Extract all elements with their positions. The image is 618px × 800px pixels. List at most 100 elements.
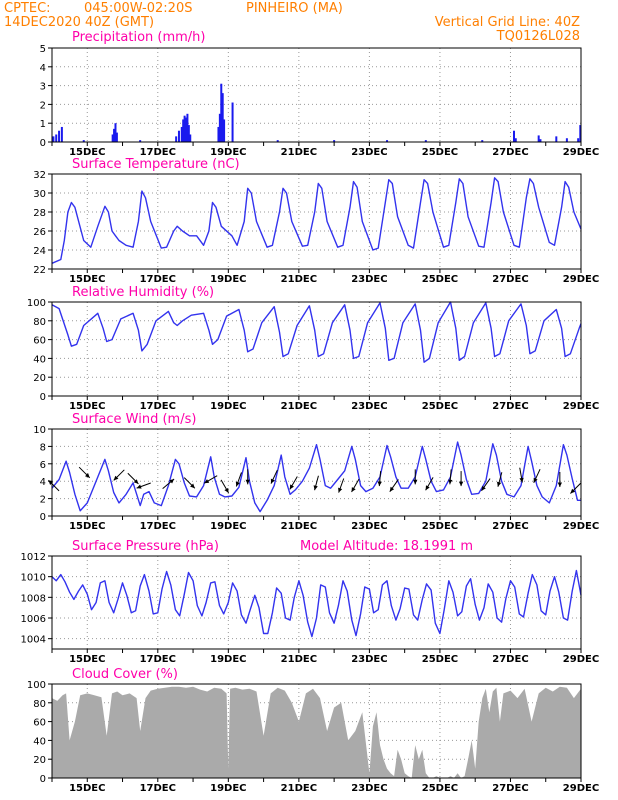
wind-arrow-head <box>270 478 275 484</box>
wind-arrow-head <box>224 487 229 493</box>
precip-bar <box>565 138 568 142</box>
cloud-ytick-label: 100 <box>27 680 46 691</box>
cloud-ytick-label: 0 <box>40 774 46 785</box>
wind-arrow <box>458 471 464 487</box>
temp-xtick-label: 19DEC <box>210 274 246 285</box>
wind-arrow-head <box>351 487 356 492</box>
rh-xtick-label: 19DEC <box>210 401 246 412</box>
pressure-xtick-label: 15DEC <box>69 654 105 665</box>
wind-xtick-label: 25DEC <box>422 521 458 532</box>
wind-arrow <box>78 466 91 479</box>
rh-xtick-label: 17DEC <box>140 401 176 412</box>
wind-xtick-label: 29DEC <box>563 521 599 532</box>
wind-arrow-head <box>448 479 453 485</box>
temp-ytick-label: 24 <box>33 246 46 257</box>
cloud-ytick-label: 40 <box>33 736 46 747</box>
pressure-frame <box>51 555 582 650</box>
pressure-ytick-label: 1012 <box>21 552 46 563</box>
cloud-xtick-label: 23DEC <box>351 783 387 794</box>
wind-arrow-head <box>289 484 294 490</box>
wind-arrow-head <box>204 479 210 484</box>
wind-arrow <box>425 477 434 491</box>
wind-arrow <box>519 467 524 483</box>
wind-arrow <box>377 471 382 487</box>
cloud-ytick-label: 60 <box>33 718 46 729</box>
precip-xtick-label: 29DEC <box>563 147 599 158</box>
precip-bar <box>223 119 226 142</box>
precip-bar <box>111 134 114 142</box>
precip-xtick-label: 23DEC <box>351 147 387 158</box>
precip-bar <box>186 113 189 142</box>
wind-ytick-label: 8 <box>40 442 46 453</box>
panels: Precipitation (mm/h) 0 1 2 3 4 5 15DEC 17DEC 19DE… <box>21 30 600 794</box>
temp-ytick-label: 28 <box>33 208 46 219</box>
cloud-xtick-label: 19DEC <box>210 783 246 794</box>
wind-arrow-head <box>169 479 175 484</box>
pressure-xtick-label: 29DEC <box>563 654 599 665</box>
precip-bar <box>217 126 220 142</box>
wind-series-line <box>51 441 581 513</box>
rh-title: Relative Humidity (%) <box>72 285 214 300</box>
wind-ytick-label: 4 <box>40 477 46 488</box>
wind-xtick-label: 27DEC <box>492 521 528 532</box>
header-cptec: CPTEC: <box>4 1 51 16</box>
precip-bar <box>514 138 517 142</box>
precip-bar <box>58 130 61 142</box>
wind-arrow <box>235 472 242 487</box>
wind-xtick-label: 17DEC <box>140 521 176 532</box>
precip-xtick-label: 17DEC <box>140 147 176 158</box>
wind-ytick-label: 10 <box>33 425 46 436</box>
wind-arrow-head <box>481 485 486 491</box>
precip-bar <box>579 125 582 142</box>
cloud-ytick-label: 20 <box>33 755 46 766</box>
wind-arrow-head <box>313 485 318 491</box>
wind-arrow <box>289 476 298 490</box>
wind-arrow <box>448 469 453 485</box>
precip-bar <box>555 136 558 142</box>
precip-bar <box>333 140 336 142</box>
temp-xtick-label: 23DEC <box>351 274 387 285</box>
rh-ytick-label: 100 <box>27 298 46 309</box>
precip-bar <box>60 126 63 142</box>
precip-bar <box>82 140 85 142</box>
cloud-xtick-label: 21DEC <box>281 783 317 794</box>
rh-ytick-label: 60 <box>33 336 46 347</box>
pressure-title: Surface Pressure (hPa) <box>72 539 219 554</box>
wind-ytick-label: 2 <box>40 495 46 506</box>
wind-arrow <box>313 475 319 491</box>
pressure-ytick-label: 1010 <box>21 573 46 584</box>
precip-bar <box>185 117 188 142</box>
rh-xtick-label: 23DEC <box>351 401 387 412</box>
wind-arrow <box>183 477 196 489</box>
precip-xtick-label: 15DEC <box>69 147 105 158</box>
temp-xtick-label: 15DEC <box>69 274 105 285</box>
temp-ytick-label: 26 <box>33 227 46 238</box>
rh-xtick-label: 29DEC <box>563 401 599 412</box>
wind-ytick-label: 0 <box>40 512 46 523</box>
wind-arrow-head <box>557 482 562 487</box>
cloud-xtick-label: 15DEC <box>69 783 105 794</box>
temp-ytick-label: 22 <box>33 265 46 276</box>
temp-xtick-label: 21DEC <box>281 274 317 285</box>
precip-bar <box>183 115 186 142</box>
precip-bar <box>481 140 484 142</box>
precip-panel: Precipitation (mm/h) 0 1 2 3 4 5 15DEC 17DEC 19DE… <box>40 30 600 158</box>
temp-title: Surface Temperature (nC) <box>72 157 240 172</box>
rh-ytick-label: 80 <box>33 317 46 328</box>
precip-bar <box>276 140 279 142</box>
wind-arrow-head <box>338 487 343 493</box>
precip-bar <box>221 93 224 142</box>
wind-arrow <box>113 469 125 481</box>
precip-xtick-label: 27DEC <box>492 147 528 158</box>
pressure-ytick-label: 1006 <box>21 614 46 625</box>
precip-bar <box>52 136 55 142</box>
wind-arrow-head <box>413 479 418 485</box>
wind-arrow-head <box>377 481 382 487</box>
wind-arrow-head <box>533 477 538 483</box>
wind-arrow <box>136 482 151 489</box>
header-location: 045:00W-02:20S <box>84 1 192 16</box>
cloud-title: Cloud Cover (%) <box>72 667 178 682</box>
header-station: PINHEIRO (MA) <box>246 1 343 16</box>
precip-ytick-label: 2 <box>40 100 46 111</box>
